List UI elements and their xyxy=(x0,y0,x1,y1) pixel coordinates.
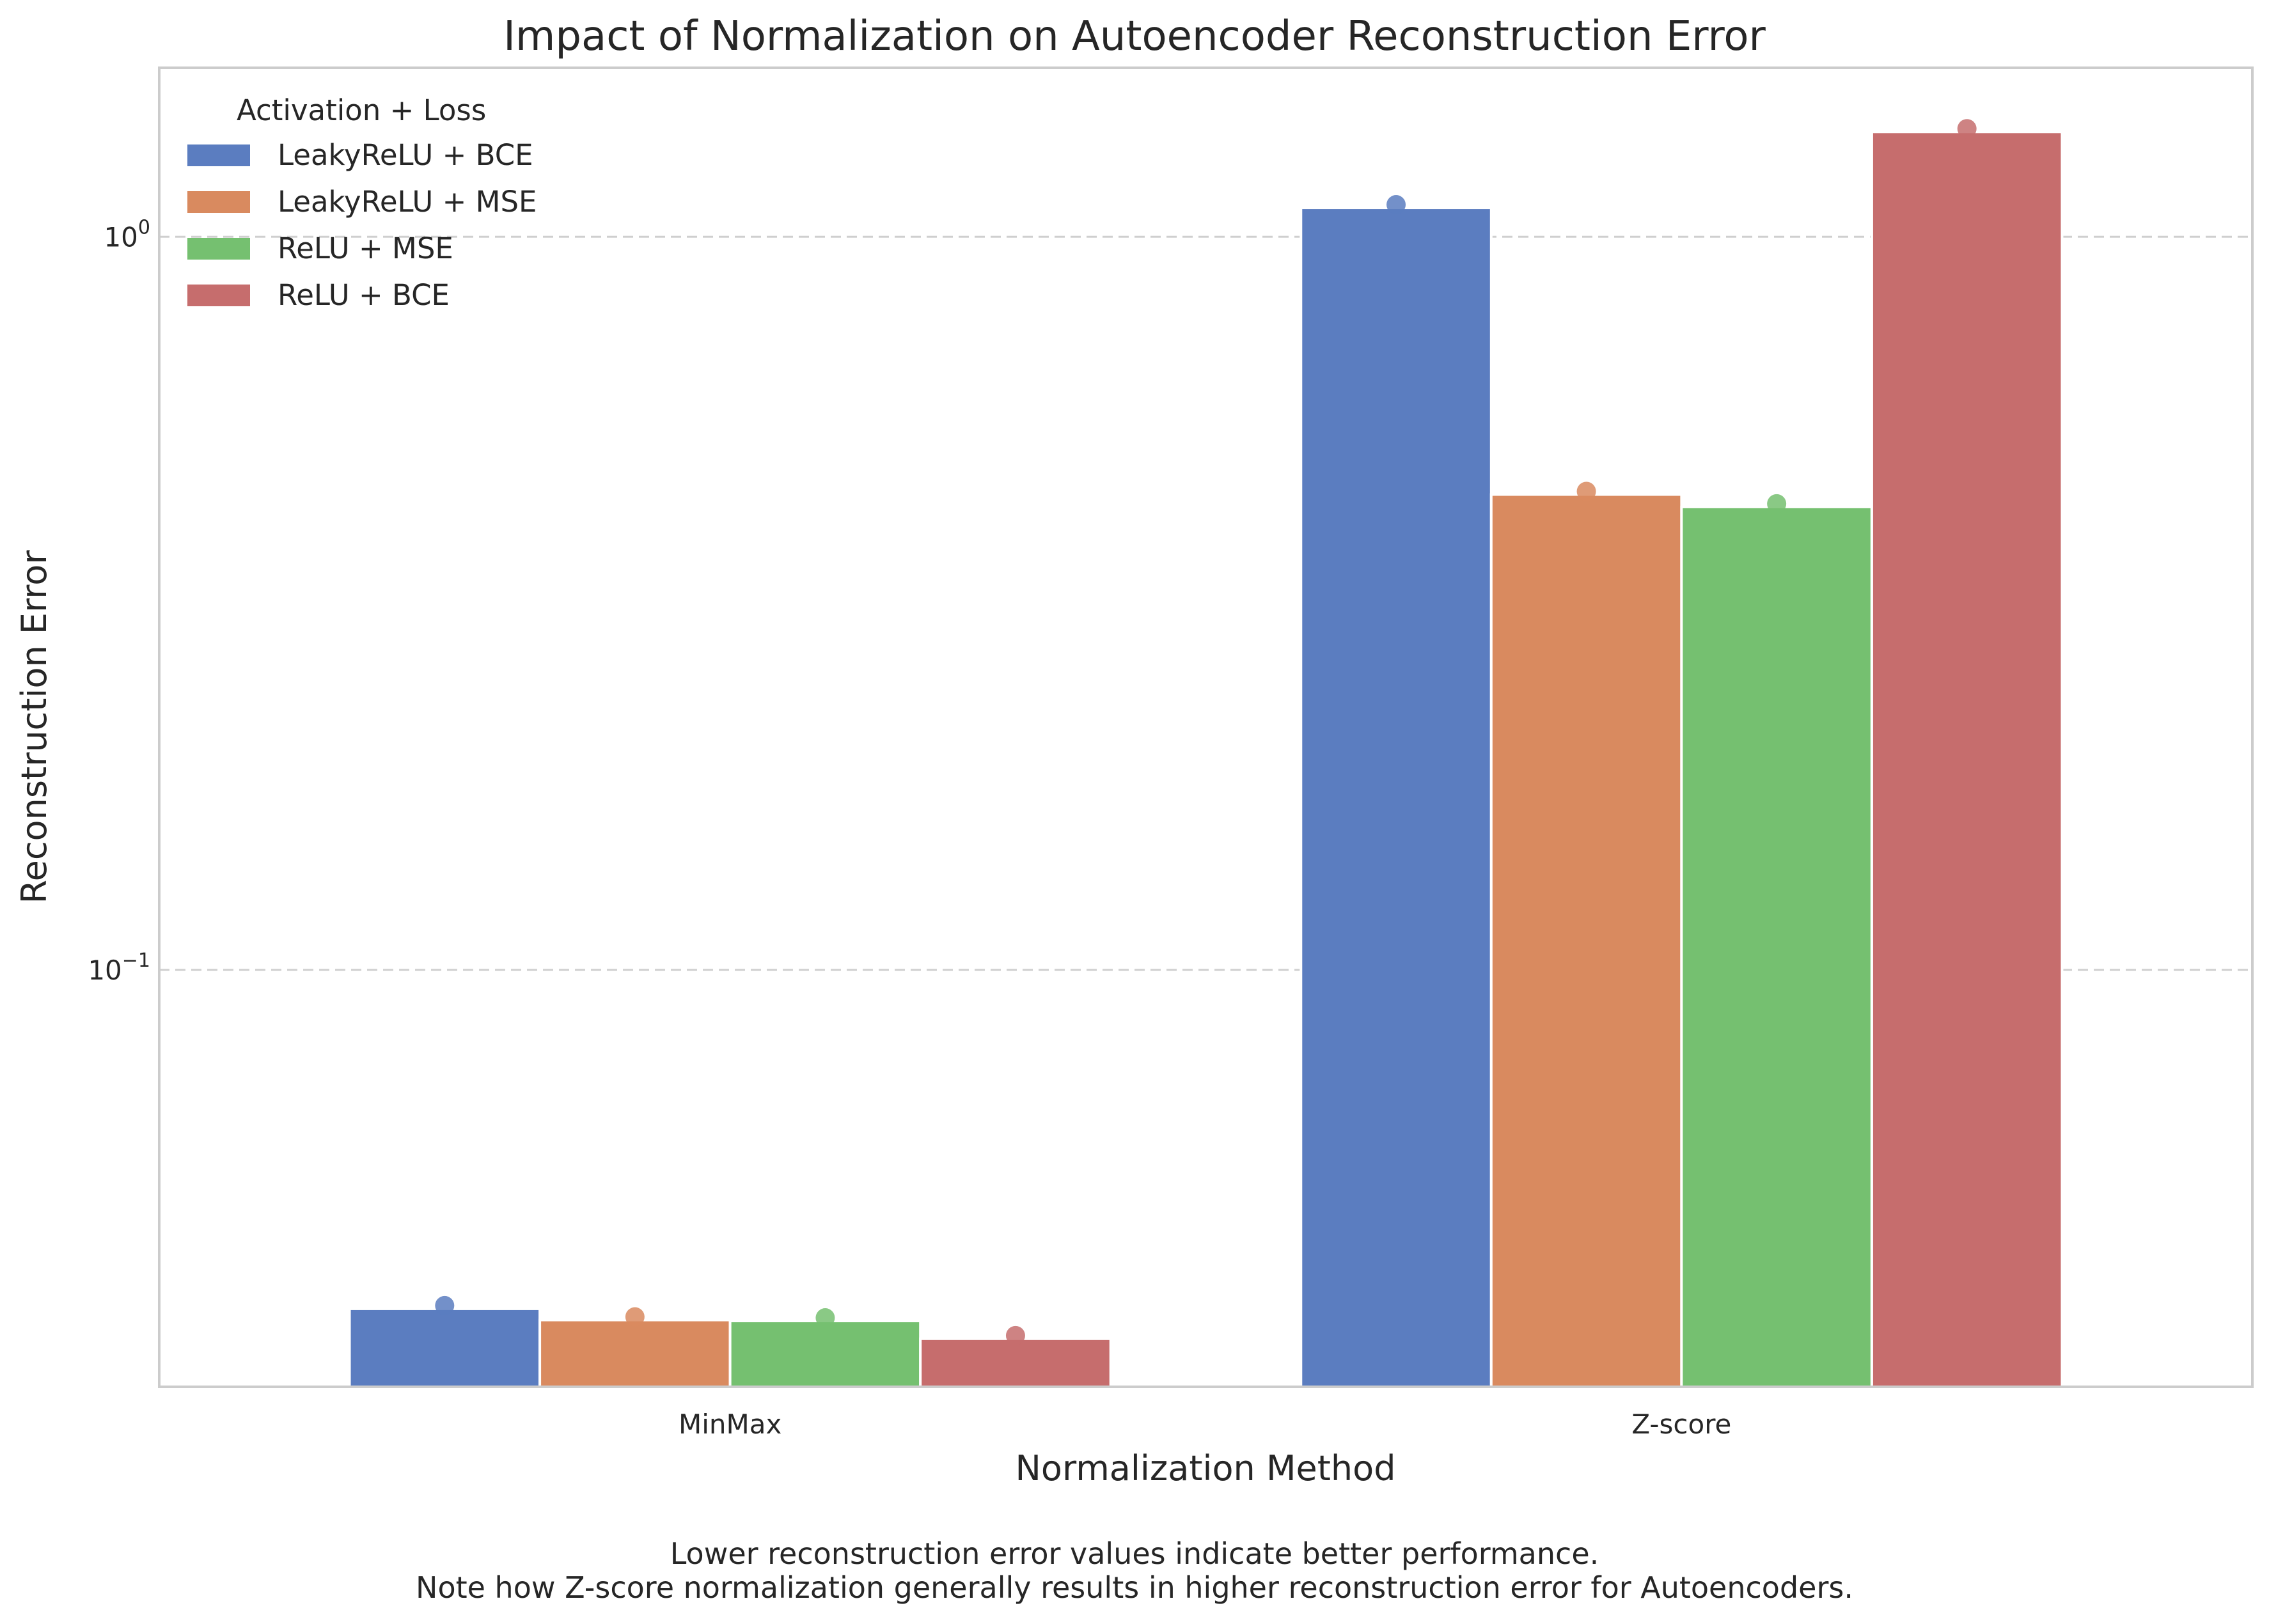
bar-0-0 xyxy=(348,1307,542,1389)
legend-swatch-2 xyxy=(187,238,250,260)
plot-frame xyxy=(158,66,2254,1388)
y-axis-label: Reconstruction Error xyxy=(14,550,54,904)
marker-1-3 xyxy=(1957,119,1977,139)
x-tick-label-0: MinMax xyxy=(679,1409,781,1440)
y-tick-labels: 100 10−1 xyxy=(88,216,150,986)
legend-swatch-1 xyxy=(187,191,250,213)
legend-swatch-3 xyxy=(187,285,250,306)
legend: Activation + Loss LeakyReLU + BCE LeakyRe… xyxy=(187,93,537,312)
footnote-line-1: Lower reconstruction error values indica… xyxy=(670,1536,1599,1571)
marker-0-1 xyxy=(625,1307,645,1327)
marker-0-3 xyxy=(1005,1325,1025,1345)
legend-label-0: LeakyReLU + BCE xyxy=(278,138,533,172)
marker-1-0 xyxy=(1386,195,1406,215)
y-tick-label-1: 10−1 xyxy=(88,949,150,986)
legend-label-3: ReLU + BCE xyxy=(278,278,450,312)
footnote-line-2: Note how Z-score normalization generally… xyxy=(416,1570,1853,1605)
bar-1-3 xyxy=(1870,130,2064,1389)
bars xyxy=(348,130,2064,1389)
marker-1-1 xyxy=(1576,481,1596,501)
markers xyxy=(435,119,1977,1345)
x-tick-labels: MinMax Z-score xyxy=(679,1409,1731,1440)
marker-1-2 xyxy=(1767,494,1787,513)
legend-title: Activation + Loss xyxy=(237,93,486,127)
bar-0-2 xyxy=(728,1320,922,1389)
bar-1-2 xyxy=(1680,505,1873,1388)
marker-0-0 xyxy=(435,1295,455,1315)
x-tick-label-1: Z-score xyxy=(1631,1409,1731,1440)
y-tick-label-0: 100 xyxy=(104,216,150,253)
x-axis-label: Normalization Method xyxy=(1016,1448,1396,1488)
legend-swatch-0 xyxy=(187,144,250,166)
bar-1-1 xyxy=(1489,493,1683,1388)
legend-label-2: ReLU + MSE xyxy=(278,231,453,265)
marker-0-2 xyxy=(815,1308,835,1328)
legend-label-1: LeakyReLU + MSE xyxy=(278,185,537,219)
bar-0-1 xyxy=(538,1318,732,1389)
chart-title: Impact of Normalization on Autoencoder R… xyxy=(503,13,1766,60)
bar-1-0 xyxy=(1299,207,1493,1388)
bar-0-3 xyxy=(919,1337,1112,1388)
